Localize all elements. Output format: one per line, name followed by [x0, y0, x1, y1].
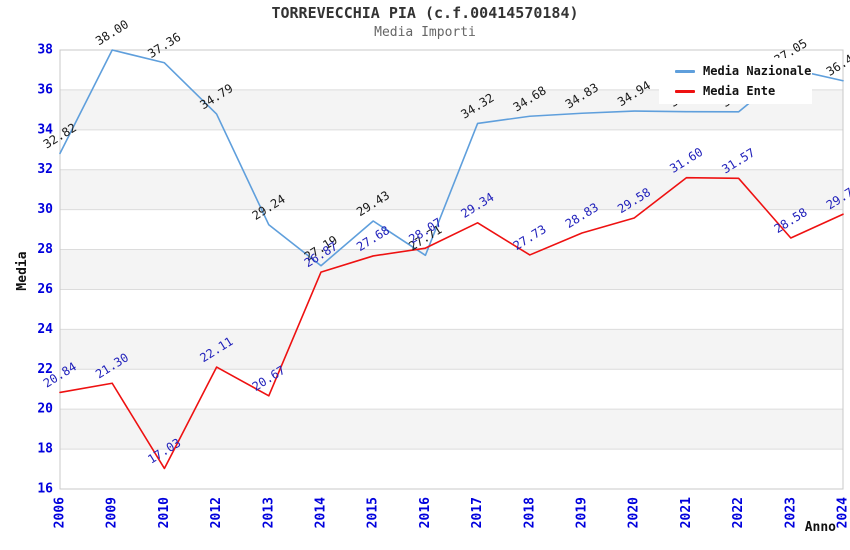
y-tick-label: 24: [37, 322, 53, 337]
x-tick-label: 2006: [53, 497, 68, 528]
x-tick-label: 2009: [105, 497, 120, 528]
value-label: 36.46: [824, 48, 850, 79]
legend-item-media-ente: Media Ente: [675, 84, 812, 98]
x-tick-label: 2019: [575, 497, 590, 528]
value-label: 38.00: [93, 17, 131, 48]
legend-line-swatch-blue: [675, 69, 695, 73]
plot-bands: [60, 89, 843, 450]
x-tick-label: 2018: [522, 497, 537, 528]
y-tick-label: 34: [37, 122, 53, 137]
x-tick-label: 2022: [731, 497, 746, 528]
x-tick-label: 2012: [209, 497, 224, 528]
y-tick-label: 36: [37, 82, 53, 97]
legend-item-media-nazionale: Media Nazionale: [675, 64, 812, 78]
legend: Media Nazionale Media Ente: [659, 58, 812, 104]
plot-band: [60, 409, 843, 450]
legend-line-swatch-red: [675, 89, 695, 93]
x-tick-label: 2024: [836, 497, 850, 528]
x-tick-label: 2021: [679, 497, 694, 528]
plot-band: [60, 249, 843, 290]
value-label: 27.73: [511, 222, 549, 253]
legend-label: Media Ente: [703, 84, 776, 98]
chart-subtitle: Media Importi: [374, 25, 476, 40]
plot-border-rect: [59, 49, 844, 490]
x-tick-label: 2013: [261, 497, 276, 528]
x-tick-label: 2017: [470, 497, 485, 528]
gridlines: [60, 49, 843, 490]
y-tick-label: 22: [37, 362, 53, 377]
y-tick-label: 32: [37, 162, 53, 177]
x-tick-label: 2014: [314, 497, 329, 528]
series-line-media-nazionale: [59, 49, 844, 267]
x-tick-label: 2015: [366, 497, 381, 528]
series-lines: [59, 49, 844, 470]
x-tick-label: 2023: [783, 497, 798, 528]
value-label: 37.36: [145, 30, 183, 61]
legend-label: Media Nazionale: [703, 64, 812, 78]
series-line-media-ente: [59, 176, 844, 470]
x-axis-title: Anno: [805, 520, 836, 535]
plot-band: [60, 329, 843, 370]
y-tick-label: 16: [37, 482, 53, 497]
y-tick-label: 38: [37, 43, 53, 58]
y-tick-label: 18: [37, 442, 53, 457]
y-tick-label: 20: [37, 402, 53, 417]
y-tick-label: 26: [37, 282, 53, 297]
x-tick-label: 2016: [418, 497, 433, 528]
y-tick-label: 28: [37, 242, 53, 257]
plot-border: [59, 49, 844, 490]
y-axis-title: Media: [15, 251, 30, 290]
y-tick-label: 30: [37, 202, 53, 217]
x-tick-label: 2010: [157, 497, 172, 528]
x-tick-label: 2020: [627, 497, 642, 528]
chart-title: TORREVECCHIA PIA (c.f.00414570184): [271, 4, 579, 22]
